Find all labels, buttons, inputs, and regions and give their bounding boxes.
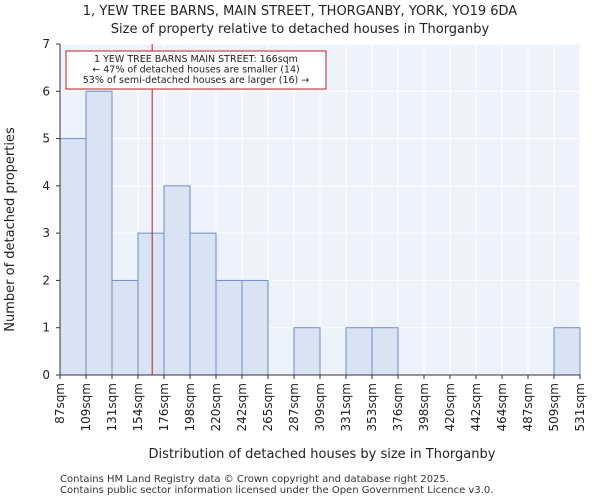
x-tick-label: 109sqm <box>79 383 93 431</box>
histogram-chart: 0 1 2 3 4 5 6 7 87sqm 109sqm 131sqm 154sqm 176sqm 198… <box>3 37 587 462</box>
annotation-box <box>65 50 327 90</box>
bar <box>553 327 581 376</box>
bar <box>371 327 399 376</box>
x-tick-label: 242sqm <box>235 383 249 431</box>
y-tick-label: 4 <box>42 179 50 193</box>
bar <box>189 232 217 376</box>
y-tick-label: 2 <box>42 273 50 287</box>
x-tick-label: 220sqm <box>209 383 223 431</box>
x-tick-label: 376sqm <box>391 383 405 431</box>
x-tick-label: 287sqm <box>287 383 301 431</box>
x-tick-label: 87sqm <box>53 383 67 424</box>
x-tick-label: 420sqm <box>443 383 457 431</box>
y-tick-label: 5 <box>42 132 50 146</box>
bar <box>111 279 139 376</box>
y-axis-label: Number of detached properties <box>3 127 18 332</box>
x-tick-label: 265sqm <box>261 383 275 431</box>
annotation-line-2: ← 47% of detached houses are smaller (14… <box>92 65 299 76</box>
x-tick-label: 176sqm <box>157 383 171 431</box>
bar <box>293 327 321 376</box>
y-tick-label: 3 <box>42 226 50 240</box>
bar <box>241 279 269 376</box>
footer-line-1: Contains HM Land Registry data © Crown c… <box>60 474 449 485</box>
x-tick-label: 198sqm <box>183 383 197 431</box>
x-tick-label: 331sqm <box>339 383 353 431</box>
x-tick-label: 353sqm <box>365 383 379 431</box>
y-tick-label: 1 <box>42 321 50 335</box>
x-tick-label: 442sqm <box>469 383 483 431</box>
x-tick-label: 464sqm <box>495 383 509 431</box>
bar <box>85 90 113 376</box>
y-tick-label: 6 <box>42 84 50 98</box>
x-tick-label: 487sqm <box>521 383 535 431</box>
annotation-line-3: 53% of semi-detached houses are larger (… <box>83 75 310 86</box>
chart-subtitle: Size of property relative to detached ho… <box>110 22 490 37</box>
footer-line-2: Contains public sector information licen… <box>60 485 494 496</box>
x-tick-label: 309sqm <box>313 383 327 431</box>
y-tick-label: 7 <box>42 37 50 51</box>
x-tick-label: 398sqm <box>417 383 431 431</box>
bar <box>163 185 191 376</box>
x-tick-label: 154sqm <box>131 383 145 431</box>
x-axis-label: Distribution of detached houses by size … <box>149 447 496 462</box>
bar <box>215 279 243 376</box>
x-tick-label: 509sqm <box>547 383 561 431</box>
annotation-line-1: 1 YEW TREE BARNS MAIN STREET: 166sqm <box>94 54 298 65</box>
chart-title: 1, YEW TREE BARNS, MAIN STREET, THORGANB… <box>82 4 518 19</box>
bar <box>59 138 87 376</box>
y-tick-label: 0 <box>42 368 50 382</box>
bar <box>345 327 373 376</box>
x-tick-label: 531sqm <box>573 383 587 431</box>
x-tick-label: 131sqm <box>105 383 119 431</box>
bar <box>137 232 165 376</box>
